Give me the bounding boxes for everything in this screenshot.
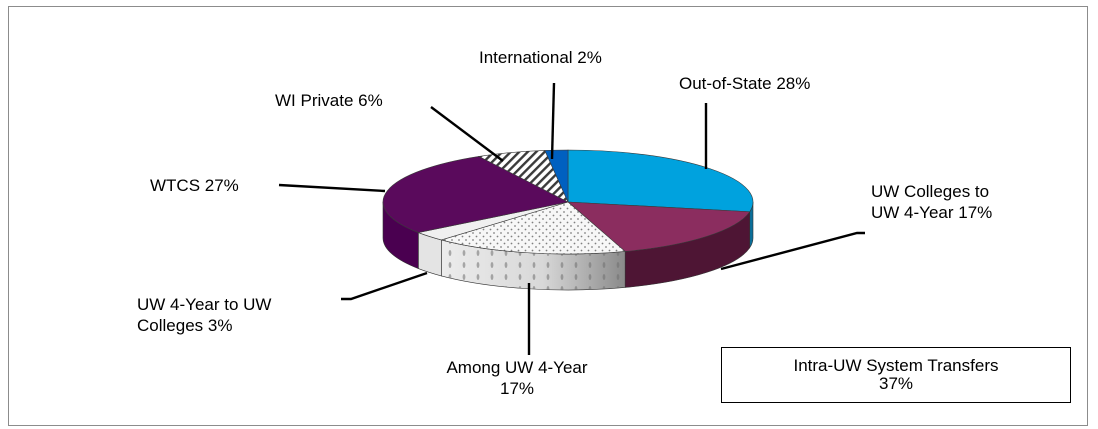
- leader-line-5: [430, 106, 504, 162]
- slice-label-6: International 2%: [479, 48, 602, 67]
- leader-line-6: [550, 82, 556, 160]
- chart-frame: Out-of-State 28% UW Colleges to UW 4-Year …: [8, 6, 1088, 426]
- callout-box: Intra-UW System Transfers 37%: [721, 347, 1071, 403]
- leader-line-1: [720, 231, 865, 271]
- pie-chart: Out-of-State 28% UW Colleges to UW 4-Year …: [137, 48, 992, 398]
- slice-label-4: WTCS 27%: [150, 176, 239, 195]
- pie-slice-4: [382, 156, 569, 233]
- slice-label-2: Among UW 4-Year 17%: [446, 358, 587, 398]
- pie-slice-6: [544, 149, 569, 203]
- leader-line-3: [341, 271, 428, 301]
- pie-slice-1: [567, 201, 751, 252]
- leader-line-4: [278, 183, 386, 193]
- callout-line-1: Intra-UW System Transfers: [793, 356, 999, 375]
- slice-label-1: UW Colleges to UW 4-Year 17%: [871, 182, 992, 222]
- slice-label-0: Out-of-State 28%: [679, 74, 810, 93]
- callout-line-2: 37%: [878, 374, 914, 393]
- pie-slice-2: [440, 201, 626, 255]
- slice-label-5: WI Private 6%: [275, 91, 383, 110]
- slice-label-3: UW 4-Year to UW Colleges 3%: [137, 295, 271, 335]
- pie-slice-0: [567, 149, 754, 213]
